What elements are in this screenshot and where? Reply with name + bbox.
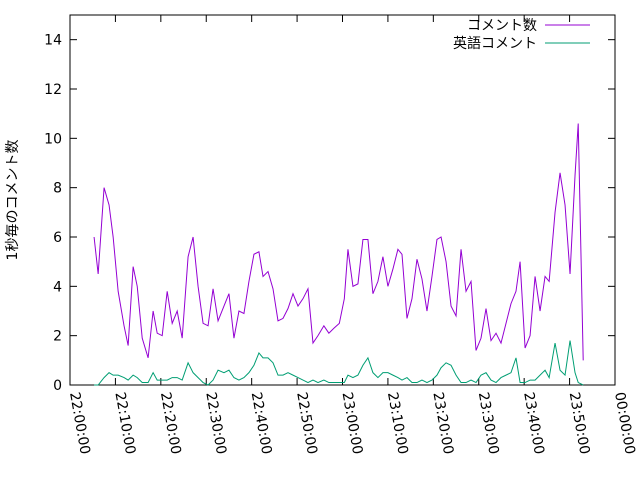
y-tick-label: 4 <box>53 279 62 295</box>
data-line <box>94 340 584 386</box>
y-tick-label: 10 <box>44 131 62 147</box>
y-axis-label: 1秒毎のコメント数 <box>5 140 21 261</box>
y-tick-label: 2 <box>53 329 62 345</box>
plot-border <box>69 14 616 386</box>
legend-label: 英語コメント <box>453 35 537 52</box>
data-line <box>93 123 584 361</box>
y-tick-label: 8 <box>53 181 62 197</box>
y-tick-label: 0 <box>53 378 62 394</box>
legend-label: コメント数 <box>467 18 537 34</box>
y-tick-label: 12 <box>44 82 62 98</box>
y-tick-label: 14 <box>44 33 62 49</box>
y-tick-label: 6 <box>53 230 62 246</box>
